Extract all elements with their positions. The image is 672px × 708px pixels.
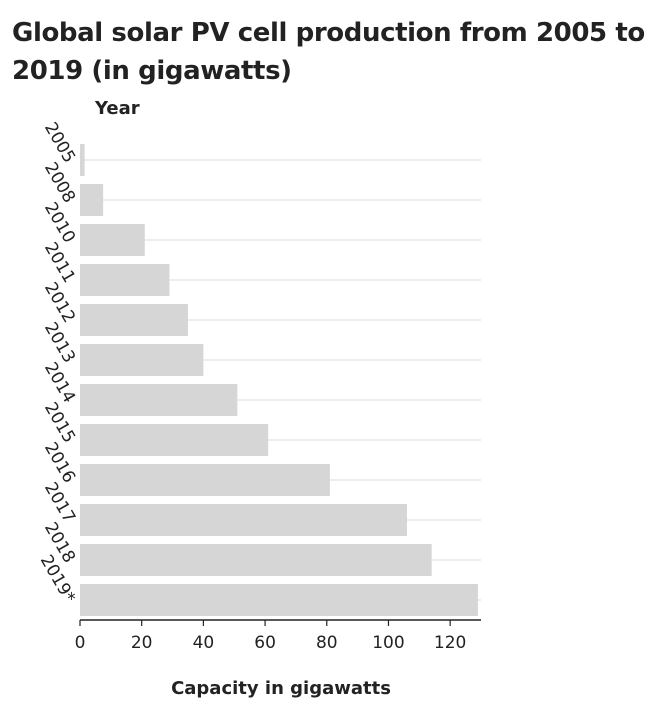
bar-2017 bbox=[80, 504, 407, 536]
x-tick-label: 120 bbox=[434, 633, 466, 653]
x-axis-title: Capacity in gigawatts bbox=[171, 678, 391, 699]
y-tick-label: 2011 bbox=[40, 239, 79, 286]
bar-2012 bbox=[80, 304, 188, 336]
x-tick-label: 60 bbox=[254, 633, 276, 653]
bar-2015 bbox=[80, 424, 269, 456]
bar-2018 bbox=[80, 544, 432, 576]
x-tick-label: 20 bbox=[131, 633, 153, 653]
y-tick-label: 2014 bbox=[40, 359, 79, 406]
y-tick-label: 2008 bbox=[40, 159, 79, 206]
y-axis-title: Year bbox=[94, 98, 140, 119]
y-tick-label: 2013 bbox=[40, 319, 79, 366]
y-tick-label: 2015 bbox=[40, 399, 79, 446]
x-tick-label: 0 bbox=[75, 633, 86, 653]
y-tick-label: 2012 bbox=[40, 279, 79, 326]
bar-2013 bbox=[80, 344, 204, 376]
bar-2010 bbox=[80, 224, 145, 256]
chart-title: Global solar PV cell production from 200… bbox=[12, 18, 645, 86]
bar-2005 bbox=[80, 144, 85, 176]
x-tick-label: 80 bbox=[316, 633, 338, 653]
bar-2019 bbox=[80, 584, 478, 616]
bars bbox=[80, 144, 478, 616]
bar-2016 bbox=[80, 464, 330, 496]
y-tick-label: 2010 bbox=[40, 199, 79, 246]
bar-2008 bbox=[80, 184, 104, 216]
y-tick-label: 2017 bbox=[40, 479, 79, 526]
bar-2014 bbox=[80, 384, 238, 416]
x-tick-label: 40 bbox=[193, 633, 215, 653]
y-tick-label: 2005 bbox=[40, 119, 79, 166]
y-ticks: 2005200820102011201220132014201520162017… bbox=[36, 119, 79, 606]
y-tick-label: 2016 bbox=[40, 439, 79, 486]
bar-2011 bbox=[80, 264, 170, 296]
x-ticks: 0 20 40 60 80 100 120 bbox=[75, 620, 466, 653]
x-tick-label: 100 bbox=[372, 633, 404, 653]
